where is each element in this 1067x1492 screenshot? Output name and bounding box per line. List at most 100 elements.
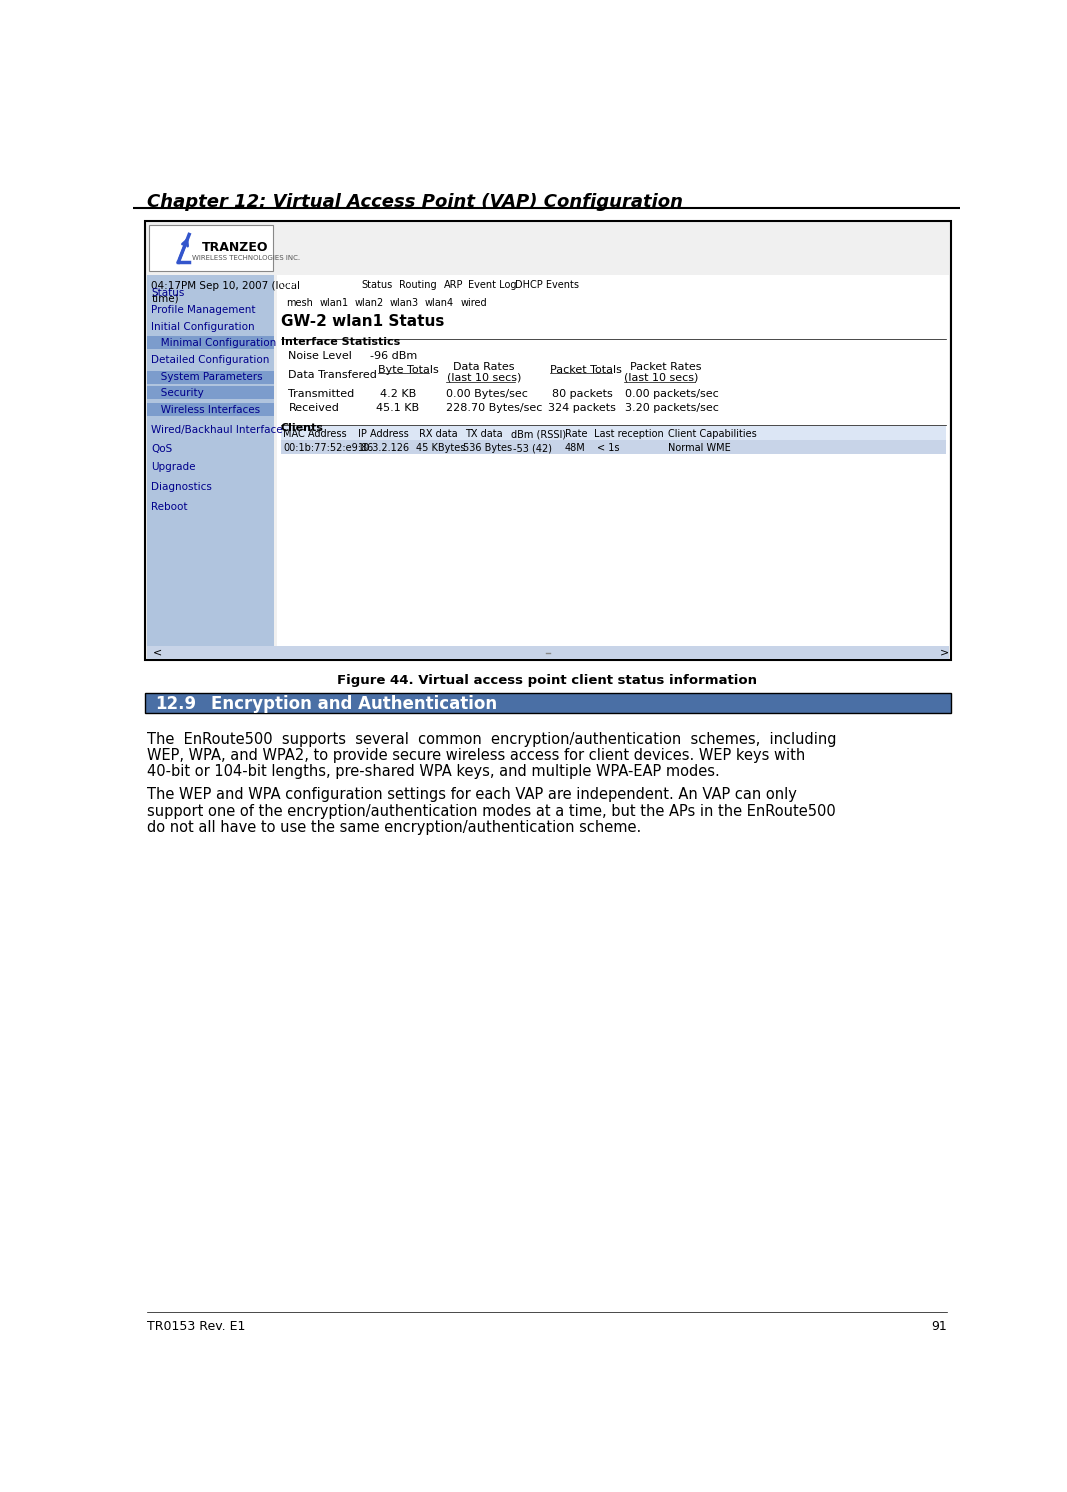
Text: do not all have to use the same encryption/authentication scheme.: do not all have to use the same encrypti…: [147, 819, 641, 834]
Bar: [145, 694, 951, 713]
Text: Packet Totals: Packet Totals: [551, 364, 622, 374]
Bar: [146, 275, 274, 658]
Text: Byte Totals: Byte Totals: [378, 364, 439, 374]
Text: 04:17PM Sep 10, 2007 (local
time): 04:17PM Sep 10, 2007 (local time): [152, 282, 300, 303]
Text: Event Log: Event Log: [468, 279, 516, 289]
Bar: [149, 225, 273, 272]
Text: 324 packets: 324 packets: [548, 403, 616, 413]
Text: Reboot: Reboot: [152, 501, 188, 512]
Text: 00:1b:77:52:e9:86: 00:1b:77:52:e9:86: [283, 443, 373, 454]
Bar: [359, 278, 396, 292]
Text: 10.3.2.126: 10.3.2.126: [359, 443, 410, 454]
Text: 0.00 Bytes/sec: 0.00 Bytes/sec: [446, 389, 527, 400]
Bar: [458, 295, 490, 310]
Text: 3.20 packets/sec: 3.20 packets/sec: [624, 403, 718, 413]
Text: The WEP and WPA configuration settings for each VAP are independent. An VAP can : The WEP and WPA configuration settings f…: [147, 788, 797, 803]
Text: < 1s: < 1s: [596, 443, 619, 454]
Text: 12.9: 12.9: [155, 695, 196, 713]
Text: Status: Status: [152, 288, 185, 297]
Text: dBm (RSSI): dBm (RSSI): [511, 430, 566, 439]
Text: Noise Level: Noise Level: [288, 351, 352, 361]
Text: TR0153 Rev. E1: TR0153 Rev. E1: [147, 1320, 245, 1334]
Text: Interface Statistics: Interface Statistics: [281, 337, 400, 346]
Text: RX data: RX data: [418, 430, 457, 439]
Text: -96 dBm: -96 dBm: [370, 351, 417, 361]
Text: DHCP Events: DHCP Events: [515, 279, 579, 289]
Bar: [398, 278, 437, 292]
Text: TX data: TX data: [465, 430, 503, 439]
Text: Wireless Interfaces: Wireless Interfaces: [152, 404, 260, 415]
Text: >: >: [940, 648, 950, 658]
Text: 536 Bytes: 536 Bytes: [463, 443, 512, 454]
Text: 45.1 KB: 45.1 KB: [376, 403, 419, 413]
Text: Detailed Configuration: Detailed Configuration: [152, 355, 270, 366]
Bar: [423, 295, 455, 310]
Text: 45 KBytes: 45 KBytes: [416, 443, 465, 454]
Text: wired: wired: [460, 297, 487, 307]
Text: MAC Address: MAC Address: [283, 430, 347, 439]
Text: 91: 91: [931, 1320, 947, 1334]
Text: 228.70 Bytes/sec: 228.70 Bytes/sec: [446, 403, 542, 413]
Bar: [145, 221, 951, 661]
Text: Initial Configuration: Initial Configuration: [152, 322, 255, 333]
Text: Profile Management: Profile Management: [152, 304, 256, 315]
Text: GW-2 wlan1 Status: GW-2 wlan1 Status: [281, 313, 444, 328]
Bar: [469, 278, 514, 292]
Bar: [283, 278, 356, 292]
Text: <: <: [153, 648, 162, 658]
Text: Chapter 12: Virtual Access Point (VAP) Configuration: Chapter 12: Virtual Access Point (VAP) C…: [147, 192, 683, 210]
Text: System Parameters: System Parameters: [152, 373, 262, 382]
Text: 80 packets: 80 packets: [552, 389, 612, 400]
Text: Data Transfered: Data Transfered: [288, 370, 378, 380]
Text: QoS: QoS: [152, 445, 173, 454]
Bar: [281, 440, 945, 454]
Bar: [146, 646, 950, 659]
Bar: [276, 275, 950, 658]
Bar: [318, 295, 350, 310]
Bar: [441, 278, 467, 292]
Text: ARP: ARP: [444, 279, 463, 289]
Text: WIRELESS TECHNOLOGIES INC.: WIRELESS TECHNOLOGIES INC.: [191, 255, 300, 261]
Text: wlan1: wlan1: [319, 297, 349, 307]
Text: Figure 44. Virtual access point client status information: Figure 44. Virtual access point client s…: [337, 674, 757, 688]
Text: (last 10 secs): (last 10 secs): [624, 373, 698, 382]
Text: Transmitted: Transmitted: [288, 389, 354, 400]
Text: support one of the encryption/authentication modes at a time, but the APs in the: support one of the encryption/authentica…: [147, 804, 837, 819]
Bar: [146, 372, 274, 383]
Text: Packet Rates: Packet Rates: [631, 363, 702, 373]
Text: Security: Security: [152, 388, 204, 398]
Bar: [353, 295, 385, 310]
Text: The  EnRoute500  supports  several  common  encryption/authentication  schemes, : The EnRoute500 supports several common e…: [147, 733, 837, 747]
Text: Clients: Clients: [281, 424, 323, 433]
Text: 40-bit or 104-bit lengths, pre-shared WPA keys, and multiple WPA-EAP modes.: 40-bit or 104-bit lengths, pre-shared WP…: [147, 764, 720, 779]
Text: Minimal Configuration: Minimal Configuration: [152, 337, 276, 348]
Text: Client Capabilities: Client Capabilities: [668, 430, 757, 439]
Text: Data Rates: Data Rates: [453, 363, 515, 373]
Text: Wired/Backhaul Interface: Wired/Backhaul Interface: [152, 425, 283, 434]
Text: (last 10 secs): (last 10 secs): [447, 373, 522, 382]
Text: 48M: 48M: [566, 443, 586, 454]
Text: Last reception: Last reception: [594, 430, 665, 439]
Bar: [517, 278, 577, 292]
Bar: [146, 336, 274, 349]
Text: -53 (42): -53 (42): [513, 443, 552, 454]
Text: IP Address: IP Address: [359, 430, 409, 439]
Bar: [146, 403, 274, 416]
Text: Status: Status: [361, 279, 393, 289]
Text: Diagnostics: Diagnostics: [152, 482, 212, 492]
Bar: [387, 295, 420, 310]
Bar: [146, 386, 274, 400]
Text: WEP, WPA, and WPA2, to provide secure wireless access for client devices. WEP ke: WEP, WPA, and WPA2, to provide secure wi…: [147, 747, 806, 762]
Text: Encryption and Authentication: Encryption and Authentication: [211, 695, 497, 713]
Text: mesh: mesh: [286, 297, 313, 307]
Text: 4.2 KB: 4.2 KB: [380, 389, 416, 400]
Text: Routing: Routing: [399, 279, 436, 289]
Text: wlan4: wlan4: [425, 297, 453, 307]
Text: wlan3: wlan3: [389, 297, 418, 307]
Text: Received: Received: [288, 403, 339, 413]
Text: 0.00 packets/sec: 0.00 packets/sec: [624, 389, 718, 400]
Text: TRANZEO: TRANZEO: [202, 240, 268, 254]
Text: Config Overview: Config Overview: [280, 279, 360, 289]
Bar: [281, 427, 945, 440]
Text: wlan2: wlan2: [354, 297, 384, 307]
